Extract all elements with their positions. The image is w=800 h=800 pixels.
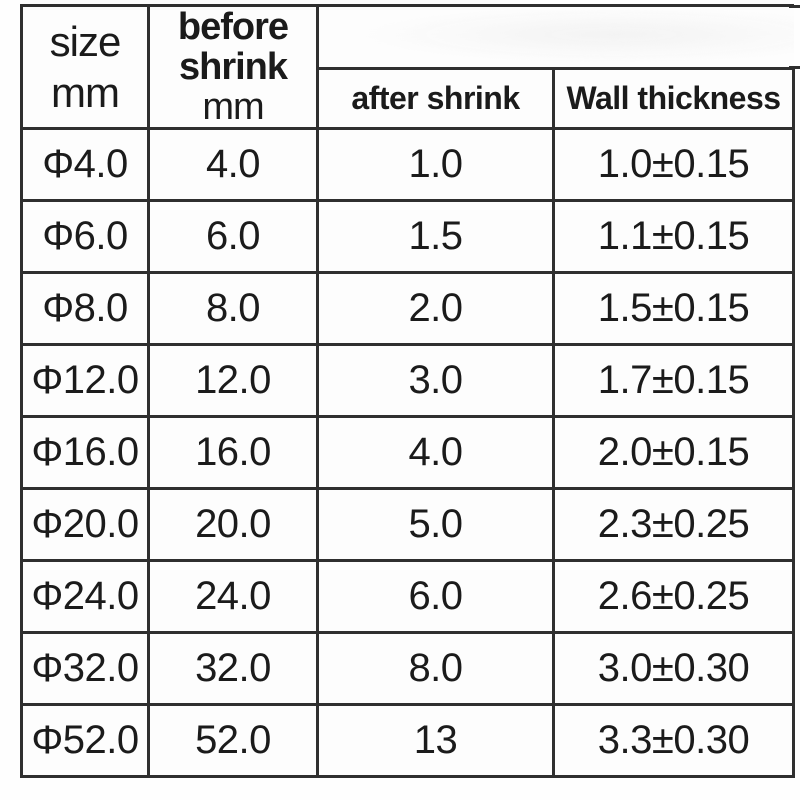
table-row: Φ4.0 4.0 1.0 1.0±0.15 — [20, 127, 795, 202]
cell-after-shrink: 2.0 — [316, 271, 555, 346]
header-divider-scan-artifact — [789, 66, 800, 69]
header-cell-size: size mm — [20, 4, 150, 130]
cell-after-shrink: 4.0 — [316, 415, 555, 490]
cell-size: Φ4.0 — [20, 127, 150, 202]
header-before-unit: mm — [202, 86, 264, 128]
cell-after-shrink: 1.0 — [316, 127, 555, 202]
cell-before-shrink: 12.0 — [147, 343, 319, 418]
cell-wall-thickness: 1.1±0.15 — [552, 199, 795, 274]
cell-size: Φ24.0 — [20, 559, 150, 634]
cell-before-shrink: 6.0 — [147, 199, 319, 274]
table-row: Φ6.0 6.0 1.5 1.1±0.15 — [20, 199, 795, 274]
header-cell-before-shrink: before shrink mm — [147, 4, 319, 130]
cell-wall-thickness: 3.3±0.30 — [552, 703, 795, 778]
cell-before-shrink: 32.0 — [147, 631, 319, 706]
table-row: Φ52.0 52.0 13 3.3±0.30 — [20, 703, 795, 778]
cell-wall-thickness: 1.0±0.15 — [552, 127, 795, 202]
header-before-label-1: before — [177, 6, 289, 48]
cell-wall-thickness: 2.3±0.25 — [552, 487, 795, 562]
header-cell-wall-thickness: Wall thickness — [552, 67, 795, 130]
cell-after-shrink: 1.5 — [316, 199, 555, 274]
cell-before-shrink: 52.0 — [147, 703, 319, 778]
header-size-unit: mm — [51, 69, 120, 116]
header-cell-after-shrink: after shrink — [316, 67, 555, 130]
cell-size: Φ20.0 — [20, 487, 150, 562]
header-row-top: size mm before shrink mm — [20, 3, 794, 130]
header-before-label-2: shrink — [178, 46, 288, 88]
header-cell-empty — [316, 3, 794, 71]
cell-before-shrink: 24.0 — [147, 559, 319, 634]
cell-before-shrink: 8.0 — [147, 271, 319, 346]
cell-size: Φ32.0 — [20, 631, 150, 706]
table-row: Φ32.0 32.0 8.0 3.0±0.30 — [20, 631, 795, 706]
cell-after-shrink: 6.0 — [316, 559, 555, 634]
cell-before-shrink: 16.0 — [147, 415, 319, 490]
cell-wall-thickness: 2.0±0.15 — [552, 415, 795, 490]
header-row-bottom: after shrink Wall thickness — [22, 67, 795, 130]
table-row: Φ20.0 20.0 5.0 2.3±0.25 — [20, 487, 795, 562]
cell-after-shrink: 13 — [316, 703, 555, 778]
table-row: Φ16.0 16.0 4.0 2.0±0.15 — [20, 415, 795, 490]
cell-before-shrink: 4.0 — [147, 127, 319, 202]
header-size-label: size — [49, 17, 122, 65]
cell-wall-thickness: 2.6±0.25 — [552, 559, 795, 634]
cell-size: Φ52.0 — [20, 703, 150, 778]
cell-wall-thickness: 1.5±0.15 — [552, 271, 795, 346]
table-row: Φ8.0 8.0 2.0 1.5±0.15 — [20, 271, 795, 346]
cell-size: Φ6.0 — [20, 199, 150, 274]
table-row: Φ12.0 12.0 3.0 1.7±0.15 — [20, 343, 795, 418]
cell-wall-thickness: 1.7±0.15 — [552, 343, 795, 418]
cell-after-shrink: 3.0 — [316, 343, 555, 418]
cell-wall-thickness: 3.0±0.30 — [552, 631, 795, 706]
cell-size: Φ8.0 — [20, 271, 150, 346]
cell-before-shrink: 20.0 — [147, 487, 319, 562]
table-row: Φ24.0 24.0 6.0 2.6±0.25 — [20, 559, 795, 634]
top-border-scan-artifact — [789, 5, 800, 8]
cell-after-shrink: 8.0 — [316, 631, 555, 706]
cell-size: Φ12.0 — [20, 343, 150, 418]
shrink-tube-spec-table: size mm before shrink mm after shrink Wa… — [20, 3, 795, 778]
cell-size: Φ16.0 — [20, 415, 150, 490]
cell-after-shrink: 5.0 — [316, 487, 555, 562]
